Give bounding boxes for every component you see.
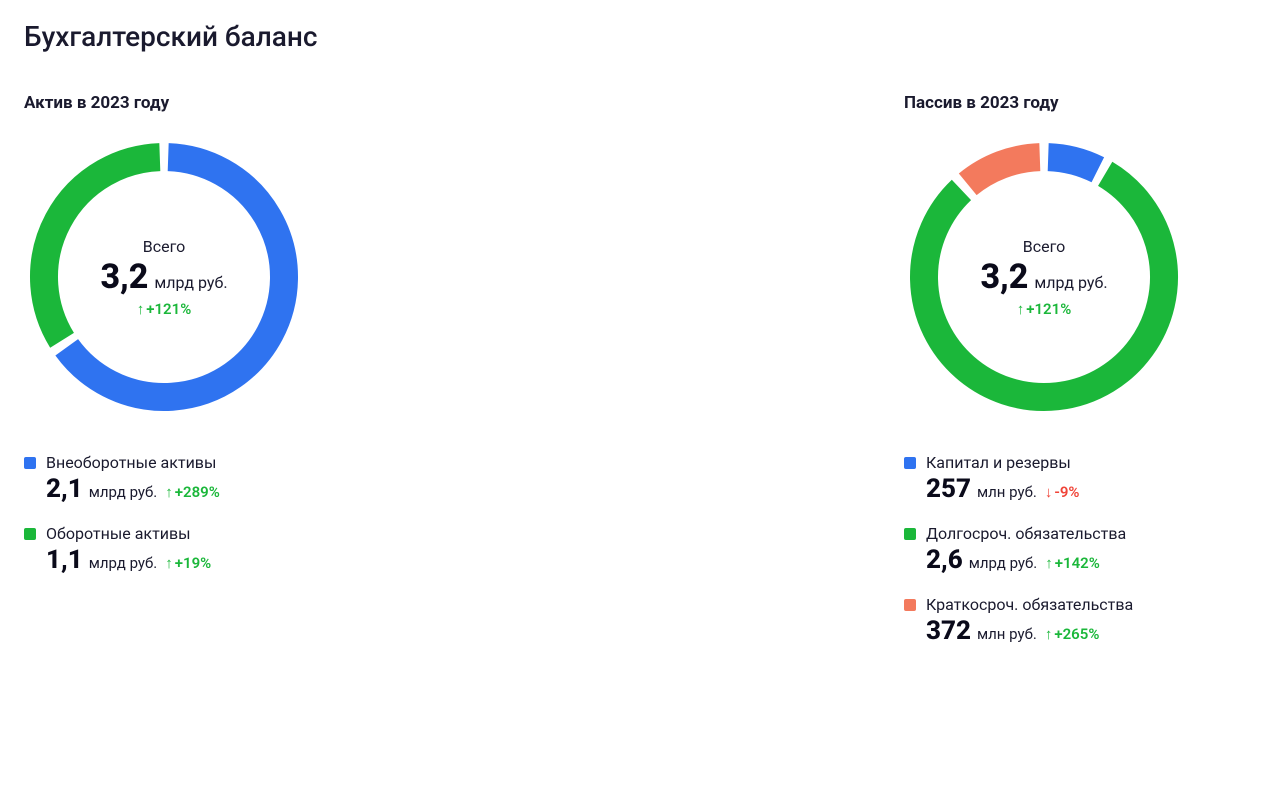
legend-unit: млрд руб.: [89, 554, 158, 572]
panel-assets-title: Актив в 2023 году: [24, 93, 304, 113]
legend-item: Долгосроч. обязательства 2,6 млрд руб. ↑+14…: [904, 524, 1184, 573]
center-label: Всего: [1023, 237, 1066, 256]
center-label: Всего: [143, 237, 186, 256]
legend-liabilities: Капитал и резервы 257 млн руб. ↓-9% Долгосро…: [904, 453, 1184, 644]
legend-value-row: 1,1 млрд руб. ↑+19%: [24, 547, 304, 573]
legend-value: 257: [926, 476, 971, 502]
legend-item: Оборотные активы 1,1 млрд руб. ↑+19%: [24, 524, 304, 573]
legend-label: Оборотные активы: [46, 524, 191, 543]
legend-value-row: 372 млн руб. ↑+265%: [904, 618, 1184, 644]
legend-value-row: 2,6 млрд руб. ↑+142%: [904, 547, 1184, 573]
legend-item: Краткосроч. обязательства 372 млн руб. ↑+26…: [904, 595, 1184, 644]
page-title: Бухгалтерский баланс: [24, 20, 1243, 53]
legend-swatch: [904, 528, 916, 540]
panel-liabilities-title: Пассив в 2023 году: [904, 93, 1184, 113]
legend-value: 372: [926, 618, 971, 644]
legend-item: Внеоборотные активы 2,1 млрд руб. ↑+289%: [24, 453, 304, 502]
legend-change: ↑+265%: [1045, 625, 1100, 643]
center-value-row: 3,2 млрд руб.: [980, 260, 1107, 294]
legend-unit: млрд руб.: [969, 554, 1038, 572]
legend-unit: млн руб.: [977, 483, 1037, 501]
legend-value: 2,1: [46, 476, 83, 502]
legend-change: ↑+142%: [1045, 554, 1100, 572]
legend-item: Капитал и резервы 257 млн руб. ↓-9%: [904, 453, 1184, 502]
legend-value-row: 2,1 млрд руб. ↑+289%: [24, 476, 304, 502]
center-unit: млрд руб.: [154, 273, 227, 292]
donut-assets: Всего 3,2 млрд руб. ↑+121%: [24, 137, 304, 417]
donut-liabilities-center: Всего 3,2 млрд руб. ↑+121%: [904, 137, 1184, 417]
panel-liabilities: Пассив в 2023 году Всего 3,2 млрд руб. ↑…: [904, 93, 1184, 666]
legend-swatch: [24, 528, 36, 540]
center-change: ↑+121%: [1017, 300, 1072, 318]
legend-label: Капитал и резервы: [926, 453, 1071, 472]
donut-assets-center: Всего 3,2 млрд руб. ↑+121%: [24, 137, 304, 417]
legend-change: ↓-9%: [1045, 483, 1080, 501]
legend-label: Внеоборотные активы: [46, 453, 216, 472]
legend-value-row: 257 млн руб. ↓-9%: [904, 476, 1184, 502]
legend-head: Внеоборотные активы: [24, 453, 304, 472]
legend-label: Долгосроч. обязательства: [926, 524, 1126, 543]
legend-value: 1,1: [46, 547, 83, 573]
center-change: ↑+121%: [137, 300, 192, 318]
legend-label: Краткосроч. обязательства: [926, 595, 1133, 614]
center-value: 3,2: [100, 260, 148, 294]
legend-swatch: [904, 457, 916, 469]
legend-head: Краткосроч. обязательства: [904, 595, 1184, 614]
legend-swatch: [904, 599, 916, 611]
center-value: 3,2: [980, 260, 1028, 294]
legend-change: ↑+19%: [165, 554, 211, 572]
legend-head: Капитал и резервы: [904, 453, 1184, 472]
center-unit: млрд руб.: [1034, 273, 1107, 292]
legend-value: 2,6: [926, 547, 963, 573]
legend-head: Долгосроч. обязательства: [904, 524, 1184, 543]
legend-head: Оборотные активы: [24, 524, 304, 543]
legend-change: ↑+289%: [165, 483, 220, 501]
legend-swatch: [24, 457, 36, 469]
panels-row: Актив в 2023 году Всего 3,2 млрд руб. ↑+…: [24, 93, 1243, 666]
donut-liabilities: Всего 3,2 млрд руб. ↑+121%: [904, 137, 1184, 417]
center-value-row: 3,2 млрд руб.: [100, 260, 227, 294]
panel-assets: Актив в 2023 году Всего 3,2 млрд руб. ↑+…: [24, 93, 304, 666]
legend-unit: млрд руб.: [89, 483, 158, 501]
legend-unit: млн руб.: [977, 625, 1037, 643]
legend-assets: Внеоборотные активы 2,1 млрд руб. ↑+289% Обо…: [24, 453, 304, 573]
